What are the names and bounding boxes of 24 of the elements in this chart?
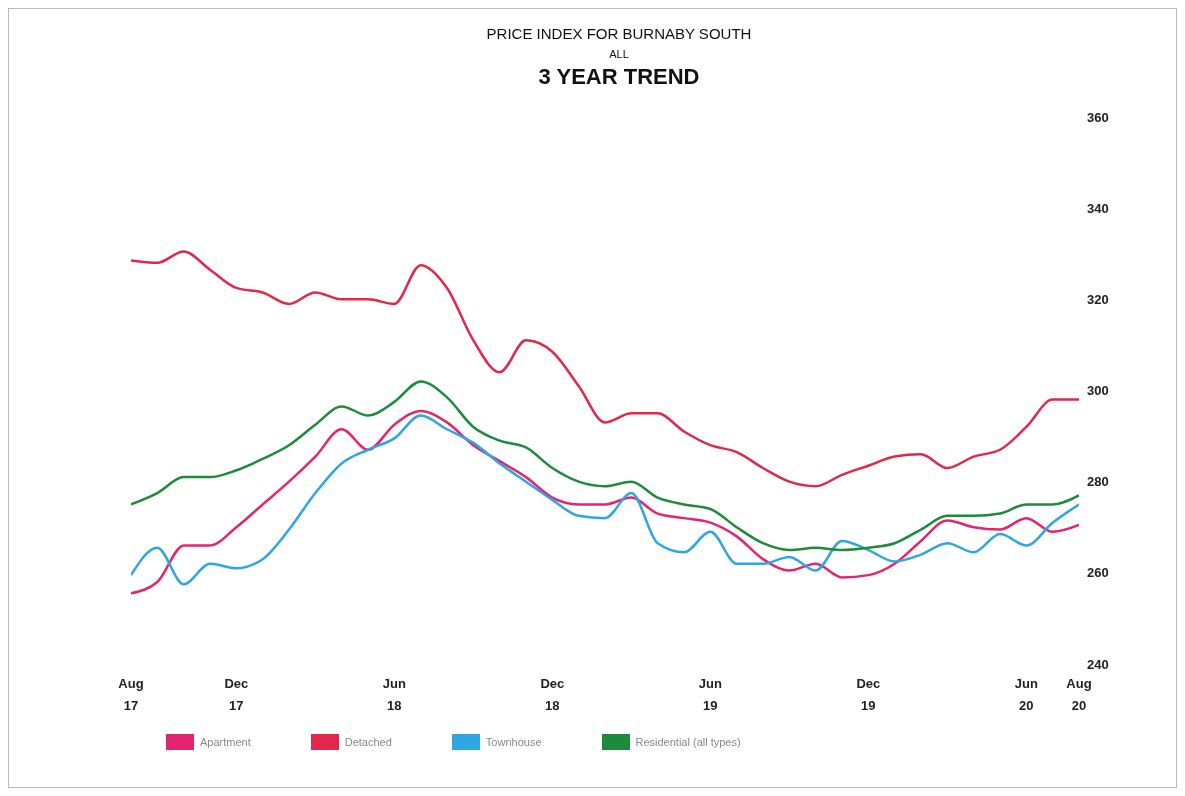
y-tick-label: 280 [1087,474,1109,490]
text: 3 YEAR TREND [537,64,701,90]
y-tick-label: 240 [1087,656,1109,672]
x-tick-label: Aug 17 [118,676,144,713]
line-series [131,380,1079,552]
x-tick-label: Dec 17 [224,676,249,713]
x-tick-label: Dec 19 [856,676,881,713]
x-tick-label: Jun 19 [698,676,722,713]
line-series [131,250,1079,488]
y-tick-label: 360 [1087,109,1109,125]
x-tick-label: Jun 20 [1014,676,1038,713]
legend-label: Townhouse [485,736,542,748]
x-tick-label: Jun 18 [382,676,406,713]
y-tick-label: 260 [1087,565,1109,581]
chart-subtitle: ALL [608,48,630,60]
x-tick-label: Aug 20 [1066,676,1092,713]
legend-label: Residential (all types) [635,736,741,748]
y-tick-label: 340 [1087,200,1109,216]
legend-label: Apartment [200,736,251,748]
chart-title: PRICE INDEX FOR BURNABY SOUTH [485,25,753,42]
legend-label: Detached [344,736,392,748]
y-tick-label: 320 [1087,291,1109,307]
y-tick-label: 300 [1087,383,1109,399]
x-tick-label: Dec 18 [540,676,565,713]
